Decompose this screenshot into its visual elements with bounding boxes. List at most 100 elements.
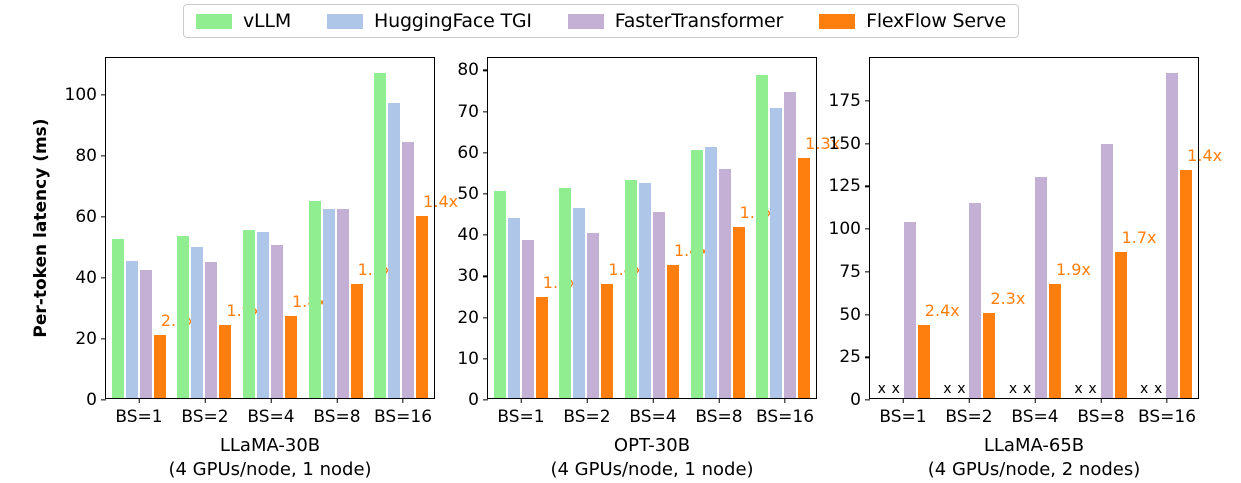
bar-fastertransformer xyxy=(718,168,731,398)
x-axis-tick-label: BS=1 xyxy=(879,398,926,427)
plot-area: 020406080100BS=1BS=2BS=4BS=8BS=162.0x1.9… xyxy=(65,57,458,480)
y-axis-title: Per-token latency (ms) xyxy=(31,118,51,338)
y-axis-tick-label: 80 xyxy=(75,146,106,166)
bar-groups: 1.6x1.4x1.4x1.3x1.3x xyxy=(488,58,840,398)
y-axis-tick-label: 70 xyxy=(457,102,488,122)
missing-data-x-icon: x xyxy=(1140,381,1149,397)
y-axis-tick-label: 150 xyxy=(829,134,870,154)
bar-flexflow-serve xyxy=(219,324,232,398)
bar-flexflow-serve xyxy=(284,315,297,398)
plot-area: 0 10 20 30 40 50 60 70 80 BS=1 BS=2 BS=4 BS=8 BS=16 1.… xyxy=(457,57,840,480)
bar-group: 1.4x xyxy=(368,58,458,398)
missing-data-x-icon: x xyxy=(1088,381,1097,397)
legend-entry: vLLM xyxy=(196,5,291,37)
bar-vllm xyxy=(111,239,124,398)
bar-fastertransformer xyxy=(903,221,916,398)
x-axis-tick-label: BS=16 xyxy=(1138,398,1196,427)
bar-groups: x x 2.4x x x 2.3x x x 1.9x x x 1.7x x x 1.4x xyxy=(870,58,1222,398)
y-axis-tick-label: 0 xyxy=(468,390,488,410)
bar-group: 1.7x xyxy=(303,58,393,398)
missing-data-x-icon: x xyxy=(1154,381,1163,397)
subplot-subtitle: (4 GPUs/node, 2 nodes) xyxy=(927,459,1141,481)
y-axis-tick-label: 20 xyxy=(457,308,488,328)
subplot-title: LLaMA-30B xyxy=(219,435,321,456)
legend-entry: HuggingFace TGI xyxy=(327,5,532,37)
bar-group: 1.4x xyxy=(554,58,643,398)
bar-fastertransformer xyxy=(969,203,982,398)
x-axis-tick-label: BS=8 xyxy=(695,398,742,427)
legend-label: FasterTransformer xyxy=(614,10,784,32)
x-axis-tick-label: BS=16 xyxy=(374,398,432,427)
bar-fastertransformer xyxy=(652,211,665,398)
missing-data-x-icon: x xyxy=(891,381,900,397)
y-axis-tick-label: 30 xyxy=(457,266,488,286)
x-axis-tick-label: BS=8 xyxy=(313,398,360,427)
bar-fastertransformer xyxy=(270,245,283,398)
bar-group: x x 2.4x xyxy=(870,58,960,398)
y-axis-tick-label: 60 xyxy=(75,207,106,227)
x-axis-tick-label: BS=4 xyxy=(629,398,676,427)
bar-groups: 2.0x1.9x1.8x1.7x 1.4x xyxy=(106,58,458,398)
bar-huggingface-tgi xyxy=(704,146,717,398)
subplot-title: LLaMA-65B xyxy=(983,435,1085,456)
x-axis-tick-label: BS=1 xyxy=(497,398,544,427)
bar-fastertransformer xyxy=(1034,176,1047,398)
bar-huggingface-tgi xyxy=(125,260,138,398)
bar-vllm: x xyxy=(941,380,953,398)
missing-data-x-icon: x xyxy=(1074,381,1083,397)
bar-group: x x 2.3x xyxy=(936,58,1025,398)
x-axis-tick-label: BS=2 xyxy=(181,398,228,427)
x-axis-tick-label: BS=1 xyxy=(115,398,162,427)
y-axis-tick-label: 50 xyxy=(839,305,870,325)
bar-flexflow-serve xyxy=(798,158,811,398)
missing-data-x-icon: x xyxy=(1022,381,1032,397)
missing-data-x-icon: x xyxy=(1008,381,1018,397)
bar-vllm: x xyxy=(1138,380,1150,398)
bar-flexflow-serve xyxy=(732,227,745,398)
bar-vllm xyxy=(559,187,572,398)
bar-fastertransformer xyxy=(205,262,218,398)
y-axis-tick-label: 40 xyxy=(75,268,106,288)
bar-flexflow-serve xyxy=(1180,169,1193,398)
bar-fastertransformer xyxy=(336,208,349,398)
bar-huggingface-tgi xyxy=(507,217,520,398)
x-axis-tick-label: BS=4 xyxy=(1011,398,1058,427)
bar-flexflow-serve xyxy=(666,264,679,398)
speedup-annotation: 1.4x xyxy=(1187,145,1223,165)
bar-huggingface-tgi xyxy=(638,182,651,398)
missing-data-x-icon: x xyxy=(877,381,886,397)
legend-label: HuggingFace TGI xyxy=(374,10,532,32)
bar-huggingface-tgi xyxy=(388,103,401,398)
bar-vllm xyxy=(242,230,255,398)
bar-vllm xyxy=(374,72,387,398)
bar-fastertransformer xyxy=(587,233,600,398)
speedup-annotation: 1.4x xyxy=(423,192,459,212)
bar-fastertransformer xyxy=(139,269,152,398)
x-axis-tick-label: BS=2 xyxy=(563,398,610,427)
bar-group: 1.9x xyxy=(172,58,261,398)
bar-huggingface-tgi: x xyxy=(890,380,902,398)
bar-fastertransformer xyxy=(521,239,534,398)
bar-group: 1.3x xyxy=(750,58,840,398)
plot-area: 0 25 50 75 100 125 150 175 BS=1 BS=2 BS=4 BS=8 BS=16… xyxy=(829,57,1222,480)
subplot-title: OPT-30B xyxy=(613,435,691,456)
bar-flexflow-serve xyxy=(153,334,166,398)
bar-fastertransformer xyxy=(784,92,797,398)
y-axis-tick-label: 0 xyxy=(850,390,870,410)
bar-flexflow-serve xyxy=(416,216,429,398)
y-axis-tick-label: 50 xyxy=(457,184,488,204)
legend-entry: FasterTransformer xyxy=(567,5,784,37)
bar-huggingface-tgi xyxy=(573,208,586,398)
x-axis-tick-label: BS=16 xyxy=(756,398,814,427)
bar-vllm xyxy=(308,201,321,398)
subplot-1: 020406080100BS=1BS=2BS=4BS=8BS=162.0x1.9… xyxy=(65,57,458,480)
bar-flexflow-serve xyxy=(350,283,363,398)
bar-huggingface-tgi: x xyxy=(1021,380,1033,398)
y-axis-tick-label: 20 xyxy=(75,329,106,349)
bar-vllm: x xyxy=(876,380,888,398)
bar-group: x x 1.9x xyxy=(1001,58,1091,398)
missing-data-x-icon: x xyxy=(943,381,952,397)
bar-flexflow-serve xyxy=(1114,251,1127,398)
y-axis-tick-label: 10 xyxy=(457,349,488,369)
